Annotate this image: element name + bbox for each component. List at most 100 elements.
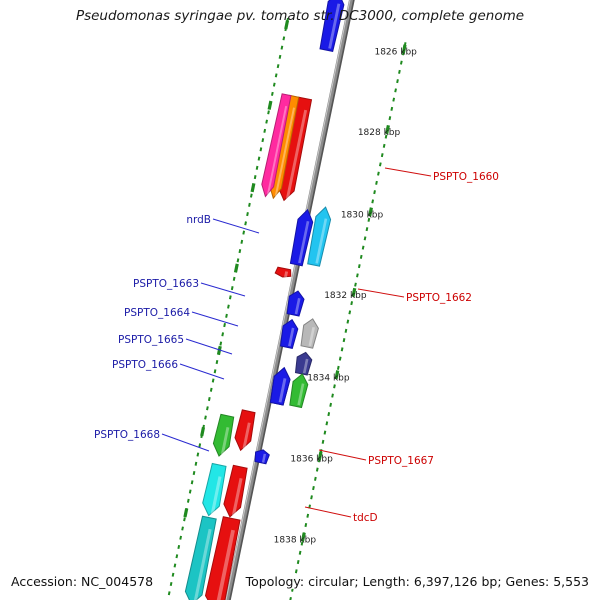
- guide-dot: [179, 535, 183, 540]
- major-tick: [351, 287, 357, 298]
- guide-dot: [399, 60, 403, 65]
- gene-arrow-forward: [319, 0, 345, 52]
- gene-arrow-forward: [254, 449, 270, 465]
- guide-dot: [333, 384, 336, 389]
- gene-arrow-reverse: [212, 413, 235, 457]
- guide-dot: [228, 295, 232, 300]
- guide-dot: [327, 412, 331, 417]
- guide-dot: [382, 143, 386, 148]
- tick-label: 1830 kbp: [341, 211, 384, 221]
- gene-label: PSPTO_1663: [133, 278, 199, 290]
- tick-label: 1834 kbp: [307, 373, 350, 383]
- gene-highlight: [294, 297, 301, 315]
- guide-dot: [342, 338, 346, 343]
- guide-dot: [289, 597, 292, 600]
- guide-dot: [223, 323, 226, 328]
- major-tick: [284, 20, 290, 30]
- guide-dot: [325, 421, 329, 426]
- callout-line: [200, 282, 246, 297]
- guide-dot: [304, 523, 308, 528]
- guide-dot: [274, 73, 278, 78]
- gene-arrow-forward: [289, 208, 314, 267]
- guide-dot: [296, 560, 300, 565]
- gene-highlight: [193, 528, 212, 600]
- guide-dot: [315, 467, 319, 472]
- guide-dot: [207, 397, 211, 402]
- guide-dot: [188, 489, 192, 494]
- genome-summary-value: Topology: circular; Length: 6,397,126 bp…: [243, 574, 591, 589]
- guide-dot: [365, 227, 369, 232]
- major-tick: [300, 532, 306, 542]
- guide-dot: [280, 45, 284, 50]
- guide-dot: [306, 513, 310, 518]
- callout-line: [185, 338, 233, 355]
- guide-dot: [340, 347, 344, 352]
- gene-highlight: [298, 220, 310, 264]
- guide-dot: [390, 106, 394, 111]
- guide-dot: [263, 128, 267, 133]
- callout-line: [179, 363, 225, 380]
- major-tick: [368, 207, 373, 217]
- major-tick: [250, 183, 256, 193]
- map-title: Pseudomonas syringae pv. tomato str. DC3…: [75, 8, 525, 24]
- guide-dot: [380, 153, 384, 158]
- accession-value: Accession: NC_004578: [9, 574, 156, 589]
- guide-dot: [194, 461, 198, 466]
- guide-dot: [373, 190, 376, 195]
- guide-dot: [344, 328, 348, 333]
- guide-dot: [232, 276, 236, 281]
- guide-dot: [300, 541, 304, 546]
- gene-highlight: [328, 3, 341, 49]
- guide-dot: [371, 199, 375, 204]
- guide-dot: [363, 236, 367, 241]
- gene-arrow-reverse: [234, 409, 256, 452]
- guide-dot: [331, 393, 334, 398]
- gene-arrow-reverse: [261, 93, 292, 198]
- gene-highlight: [278, 378, 287, 403]
- gene-arrow-reverse: [184, 515, 217, 600]
- callout-line: [318, 449, 367, 461]
- major-tick: [401, 44, 407, 54]
- gene-label: nrdB: [186, 214, 211, 226]
- callout-line: [357, 288, 405, 298]
- gene-highlight: [315, 218, 328, 264]
- guide-dot: [294, 569, 298, 574]
- guide-dot: [219, 341, 223, 346]
- tick-label: 1828 kbp: [358, 128, 401, 138]
- major-tick: [183, 508, 189, 518]
- guide-dot: [398, 69, 401, 74]
- callout-line: [384, 167, 432, 177]
- guide-dot: [272, 82, 276, 87]
- guide-dot: [173, 563, 177, 568]
- tick-label: 1836 kbp: [290, 455, 333, 465]
- guide-dot: [257, 156, 261, 161]
- gene-highlight: [242, 422, 251, 449]
- guide-dot: [183, 517, 186, 522]
- guide-dot: [190, 480, 194, 485]
- guide-dot: [314, 476, 317, 481]
- guide-dot: [255, 165, 259, 170]
- callout-line: [212, 218, 260, 234]
- major-tick: [200, 427, 206, 437]
- gene-label: tdcD: [353, 512, 378, 524]
- guide-dot: [215, 360, 219, 365]
- gene-arrow-reverse: [277, 96, 313, 202]
- guide-dot: [392, 97, 396, 102]
- guide-dot: [211, 378, 215, 383]
- guide-dot: [310, 495, 313, 500]
- gene-label: PSPTO_1662: [406, 292, 472, 304]
- major-tick: [267, 100, 273, 110]
- guide-dot: [246, 212, 249, 217]
- guide-dot: [261, 138, 265, 143]
- guide-dot: [236, 258, 240, 263]
- gene-highlight: [261, 453, 267, 463]
- guide-dot: [248, 202, 251, 207]
- gene-highlight: [220, 427, 230, 455]
- gene-label: PSPTO_1667: [368, 455, 434, 467]
- guide-dot: [278, 54, 282, 59]
- guide-dot: [230, 286, 234, 291]
- callout-lines-layer: [161, 167, 432, 518]
- genome-summary-text: Topology: circular; Length: 6,397,126 bp…: [243, 574, 591, 589]
- gene-highlight: [274, 107, 296, 197]
